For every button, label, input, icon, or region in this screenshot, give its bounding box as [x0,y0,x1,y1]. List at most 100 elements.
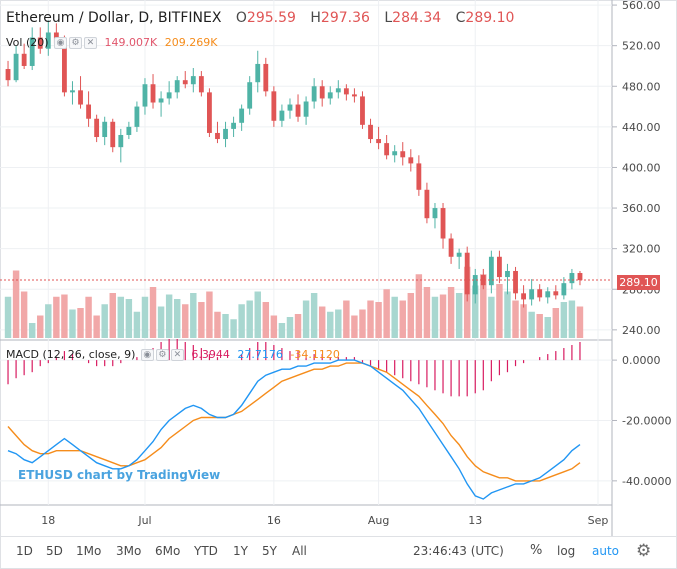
volume-bar [28,323,36,338]
auto-toggle[interactable]: auto [592,544,620,558]
candle-body [78,90,83,105]
volume-bar [335,309,342,338]
ohlc-high: H297.36 [310,10,370,26]
price-tick-label: 240.00 [622,324,661,337]
volume-bar [351,315,358,338]
candle-body [497,256,502,278]
candle-body [126,126,132,135]
eye-icon[interactable]: ◉ [54,37,68,49]
candle-body [13,53,19,81]
volume-bar [407,293,415,338]
volume-bar [447,287,455,338]
volume-bar [423,287,431,338]
close-icon[interactable]: ✕ [170,349,184,361]
candle-body [231,122,236,129]
volume-bar [37,315,44,338]
volume-bar [190,293,197,338]
candle-body [295,104,301,117]
candle-body [376,139,381,144]
price-tick-label: 520.00 [622,40,661,53]
range-button-all[interactable]: All [292,544,307,558]
macd-hist-value: 6.3944 [191,348,230,361]
volume-bar [246,300,253,338]
volume-bar [93,315,100,338]
range-button-6mo[interactable]: 6Mo [155,544,181,558]
candle-body [505,270,510,278]
candle-body [86,104,91,119]
candle-body [94,118,100,138]
volume-bar [504,291,511,338]
percent-toggle[interactable]: % [530,543,543,558]
candle-body [311,86,317,102]
range-button-1y[interactable]: 1Y [233,544,248,558]
macd-line [7,359,581,500]
candle-body [5,69,11,81]
volume-bar [327,311,334,338]
macd-tick-label: 0.0000 [622,354,661,367]
price-tick-label: 560.00 [622,0,661,12]
price-tick-label: 320.00 [622,243,661,256]
candle-body [158,98,164,103]
volume-bar [125,299,133,338]
volume-bar [560,302,568,338]
range-button-5y[interactable]: 5Y [262,544,277,558]
volume-bar [149,287,157,338]
candle-body [287,104,293,111]
volume-bar [254,291,261,338]
candle-body [255,63,261,83]
candle-body [448,238,454,257]
candle-body [472,275,478,295]
volume-bar [238,304,245,338]
candle-body [408,157,414,164]
candlestick-series [0,20,612,308]
ohlc-low: L284.34 [384,10,442,26]
volume-bar [375,302,382,338]
volume-bar [53,296,60,338]
settings-icon[interactable]: ⚙ [155,349,169,361]
candle-body [190,76,196,85]
volume-bar [206,291,213,338]
ohlc-close: C289.10 [455,10,515,26]
price-tick-label: 400.00 [622,161,661,174]
candle-body [392,151,398,156]
eye-icon[interactable]: ◉ [140,349,154,361]
volume-bar [141,296,149,338]
volume-bar [431,296,439,338]
range-button-5d[interactable]: 5D [46,544,63,558]
settings-icon[interactable]: ⚙ [69,37,83,49]
volume-bar [488,296,495,338]
watermark[interactable]: ETHUSD chart by TradingView [18,468,221,482]
symbol-header: Ethereum / Dollar, D, BITFINEX O295.59 H… [6,10,514,26]
candle-body [529,289,535,300]
candle-body [416,163,422,190]
time-tick-label: 16 [267,514,281,527]
candle-body [537,289,543,298]
log-toggle[interactable]: log [557,544,576,558]
close-icon[interactable]: ✕ [84,37,98,49]
gear-icon[interactable]: ⚙ [636,541,652,561]
clock[interactable]: 23:46:43 (UTC) [413,544,504,558]
candle-body [319,86,325,99]
candle-body [134,106,140,127]
time-tick-label: 13 [468,514,482,527]
volume-bar [294,314,302,338]
volume-bar [472,285,479,338]
candle-body [569,273,575,284]
volume-bar [198,302,205,338]
volume-bar [512,300,519,338]
volume-bar [391,296,398,338]
price-tick-label: 440.00 [622,121,661,134]
candle-body [303,101,309,117]
range-button-3mo[interactable]: 3Mo [116,544,142,558]
range-button-1mo[interactable]: 1Mo [76,544,102,558]
volume-bar [222,314,229,338]
volume-bar [544,317,551,338]
volume-bar [302,300,310,338]
range-button-1d[interactable]: 1D [16,544,33,558]
volume-bar [496,284,503,338]
candle-body [513,270,518,294]
candle-body [343,88,349,95]
range-button-ytd[interactable]: YTD [194,544,218,558]
macd-label: MACD (12, 26, close, 9) [6,348,136,361]
